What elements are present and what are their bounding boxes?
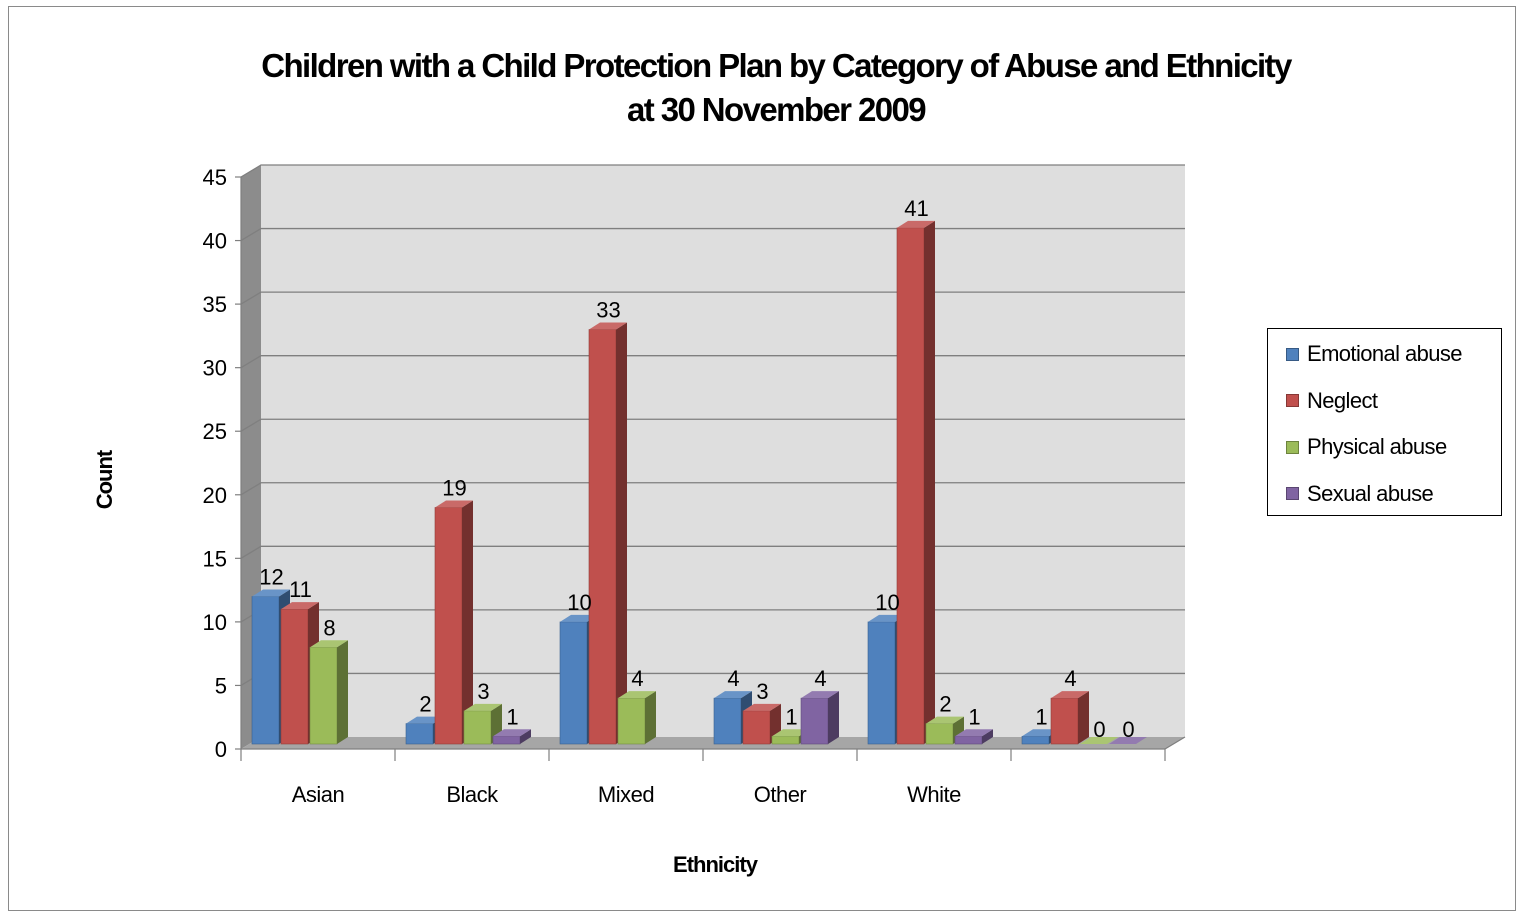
data-label-mixed-neglect: 33 (596, 298, 620, 323)
legend-swatch-neglect (1286, 394, 1299, 407)
bar-black-neglect (434, 500, 473, 745)
y-tick-label: 30 (203, 356, 227, 381)
x-axis-edge (1164, 736, 1186, 750)
back-wall (261, 165, 1185, 737)
data-label-other-sexual-abuse: 4 (814, 666, 826, 691)
legend-item-neglect: Neglect (1286, 387, 1378, 413)
legend-label-neglect: Neglect (1307, 387, 1378, 413)
gridline (240, 291, 1185, 305)
legend-swatch-sexual-abuse (1286, 487, 1299, 500)
bar-white-neglect (896, 220, 935, 745)
bar-mixed-neglect (588, 322, 627, 745)
y-tick-label: 20 (203, 483, 227, 508)
x-tick-label-black: Black (446, 782, 499, 807)
data-label-black-physical-abuse: 3 (477, 679, 489, 704)
y-tick-label: 0 (215, 737, 227, 762)
data-label-blank-physical-abuse: 0 (1093, 717, 1105, 742)
y-tick-label: 35 (203, 292, 227, 317)
data-label-asian-neglect: 11 (289, 577, 312, 602)
legend-label-sexual-abuse: Sexual abuse (1307, 480, 1434, 506)
y-tick-label: 10 (203, 610, 227, 635)
data-label-white-sexual-abuse: 1 (968, 704, 980, 729)
data-label-white-neglect: 41 (904, 196, 928, 221)
data-label-blank-neglect: 4 (1064, 666, 1076, 691)
y-axis-title: Count (92, 450, 117, 510)
gridline (240, 482, 1185, 496)
bar-mixed-physical-abuse (617, 691, 656, 745)
y-tick-label: 25 (203, 419, 227, 444)
data-label-asian-emotional-abuse: 12 (259, 564, 283, 589)
legend-swatch-physical-abuse (1286, 440, 1299, 454)
chart-title-line2: at 30 November 2009 (627, 91, 927, 128)
y-tick-label: 15 (203, 546, 227, 571)
chart-title-line1: Children with a Child Protection Plan by… (261, 47, 1292, 84)
data-label-white-physical-abuse: 2 (939, 692, 951, 717)
x-tick-label-white: White (907, 782, 961, 807)
x-axis-title: Ethnicity (673, 852, 758, 877)
data-label-black-emotional-abuse: 2 (419, 692, 431, 717)
x-tick-label-mixed: Mixed (598, 782, 654, 807)
bar-other-sexual-abuse (800, 691, 839, 745)
y-tick-label: 45 (203, 165, 227, 190)
y-axis: 0 5 10 15 20 25 30 35 40 45 (203, 165, 242, 762)
gridline (240, 355, 1185, 369)
bar-white-sexual-abuse (954, 729, 993, 745)
data-label-blank-sexual-abuse: 0 (1122, 717, 1134, 742)
legend-swatch-emotional-abuse (1286, 347, 1299, 361)
bar-black-sexual-abuse (492, 729, 531, 745)
gridlines (240, 164, 1185, 687)
bar-blank-physical-abuse (1080, 737, 1118, 744)
data-label-black-neglect: 19 (442, 475, 466, 500)
data-label-mixed-emotional-abuse: 10 (567, 590, 591, 615)
data-label-white-emotional-abuse: 10 (875, 590, 899, 615)
gridline (240, 545, 1185, 559)
data-label-asian-physical-abuse: 8 (323, 615, 335, 640)
bar-other-neglect (742, 703, 781, 745)
y-tick-label: 40 (203, 229, 227, 254)
bar-asian-physical-abuse (309, 640, 348, 745)
data-label-other-physical-abuse: 1 (785, 704, 797, 729)
legend-item-emotional-abuse: Emotional abuse (1286, 341, 1462, 366)
data-label-blank-emotional-abuse: 1 (1035, 704, 1047, 729)
legend: Emotional abuse Neglect Physical abuse S… (1267, 328, 1502, 516)
gridline (240, 164, 1185, 178)
data-label-other-emotional-abuse: 4 (727, 666, 739, 691)
data-label-black-sexual-abuse: 1 (506, 704, 518, 729)
data-label-other-neglect: 3 (756, 679, 768, 704)
bar-blank-neglect (1050, 691, 1089, 745)
legend-label-physical-abuse: Physical abuse (1307, 434, 1447, 459)
bars (251, 220, 1147, 745)
legend-item-physical-abuse: Physical abuse (1286, 434, 1447, 459)
data-label-mixed-physical-abuse: 4 (631, 666, 643, 691)
x-tick-label-other: Other (754, 782, 807, 807)
chart-title: Children with a Child Protection Plan by… (0, 44, 1520, 132)
x-axis: Asian Black Mixed Other White (240, 736, 1186, 807)
gridline (240, 227, 1185, 242)
legend-item-sexual-abuse: Sexual abuse (1286, 480, 1434, 506)
legend-label-emotional-abuse: Emotional abuse (1307, 341, 1462, 366)
chart-walls (241, 165, 1185, 749)
gridline (240, 418, 1185, 432)
bar-blank-sexual-abuse (1109, 737, 1147, 744)
y-tick-label: 5 (215, 673, 227, 698)
x-tick-label-asian: Asian (292, 782, 345, 807)
